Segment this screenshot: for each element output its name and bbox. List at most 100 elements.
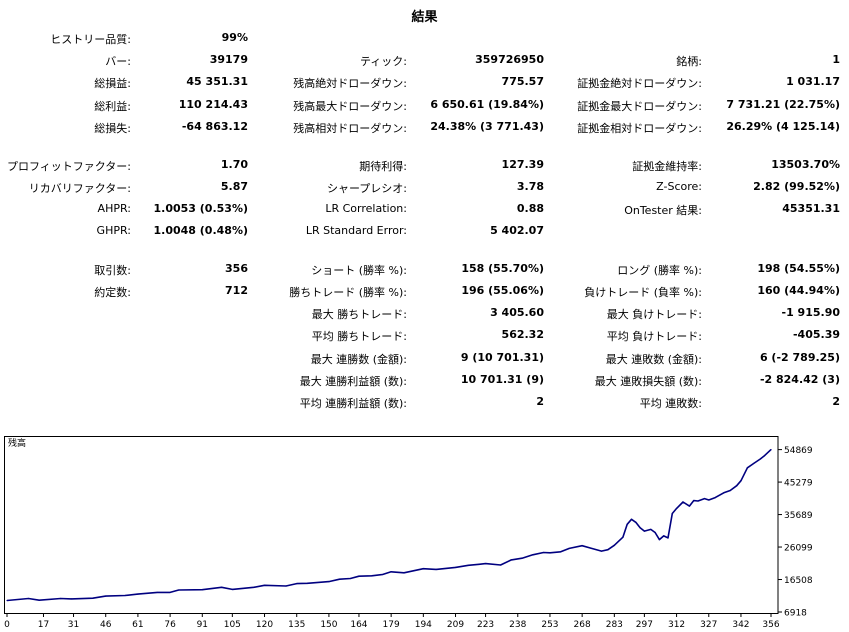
stat-value-total-trades: 356 xyxy=(225,261,248,275)
data-point xyxy=(643,530,645,532)
stat-value-symbols: 1 xyxy=(832,53,840,67)
data-point xyxy=(27,597,30,600)
data-point xyxy=(371,575,373,577)
data-point xyxy=(306,582,309,584)
data-point xyxy=(667,537,669,539)
stat-label-max-consecutive-losses: 最大 連敗数 (金額): xyxy=(605,352,702,366)
stat-value-short-trades: 158 (55.70%) xyxy=(461,261,544,275)
stat-value-profit-factor: 1.70 xyxy=(220,157,248,171)
data-point xyxy=(688,505,691,507)
stat-value-ontester-result: 45351.31 xyxy=(782,201,840,215)
stat-label-total-net-profit: 総損益: xyxy=(94,77,131,91)
data-point xyxy=(560,551,562,553)
data-point xyxy=(60,597,62,600)
stat-value-ticks: 359726950 xyxy=(475,53,544,67)
data-point xyxy=(723,492,725,494)
stat-value-max-consecutive-profit: 10 701.31 (9) xyxy=(460,372,544,386)
data-point xyxy=(339,578,341,580)
stat-label-symbols: 銘柄: xyxy=(676,55,702,69)
stat-label-ahpr: AHPR: xyxy=(97,201,131,215)
data-point xyxy=(105,595,107,597)
stat-value-balance-dd-relative: 24.38% (3 771.43) xyxy=(430,119,544,133)
stat-label-max-consecutive-profit: 最大 連勝利益額 (数): xyxy=(299,374,407,388)
data-point xyxy=(296,583,298,585)
y-tick-label: 16508 xyxy=(784,576,813,586)
stat-value-balance-dd-max: 6 650.61 (19.84%) xyxy=(430,97,544,111)
data-point xyxy=(663,535,665,537)
data-point xyxy=(92,597,94,599)
data-point xyxy=(622,536,624,538)
stat-label-equity-dd-max: 証拠金最大ドローダウン: xyxy=(577,99,702,113)
data-point xyxy=(124,594,126,597)
data-point xyxy=(746,467,748,469)
stat-label-bars: バー: xyxy=(105,55,131,69)
stat-value-total-deals: 712 xyxy=(225,284,248,298)
stat-value-average-consecutive-losses: 2 xyxy=(832,395,840,409)
x-tick-label: 91 xyxy=(197,620,208,628)
stat-label-ontester-result: OnTester 結果: xyxy=(624,203,702,217)
stat-value-equity-dd-max: 7 731.21 (22.75%) xyxy=(726,97,840,111)
stat-label-balance-dd-absolute: 残高絶対ドローダウン: xyxy=(293,77,407,91)
data-point xyxy=(675,507,678,510)
data-point xyxy=(221,586,223,588)
x-tick-label: 164 xyxy=(350,620,367,628)
data-point xyxy=(201,589,203,591)
data-point xyxy=(590,547,592,549)
y-tick-label: 26099 xyxy=(784,544,813,554)
stat-label-max-consecutive-wins: 最大 連勝数 (金額): xyxy=(310,352,407,366)
stat-value-average-consecutive-wins: 2 xyxy=(536,395,544,409)
stat-label-total-deals: 約定数: xyxy=(94,286,131,300)
stat-value-loss-trades: 160 (44.94%) xyxy=(757,284,840,298)
stat-value-largest-profit-trade: 3 405.60 xyxy=(490,306,544,320)
data-point xyxy=(38,599,40,601)
x-tick-label: 31 xyxy=(68,620,79,628)
x-tick-label: 327 xyxy=(700,620,717,628)
data-point xyxy=(231,588,233,590)
stat-value-margin-level: 13503.70% xyxy=(771,157,840,171)
x-tick-label: 283 xyxy=(606,620,623,628)
stat-label-lr-correlation: LR Correlation: xyxy=(325,201,407,215)
stat-value-average-profit-trade: 562.32 xyxy=(501,328,544,342)
data-point xyxy=(714,496,716,499)
data-point xyxy=(422,568,424,570)
stat-label-lr-standard-error: LR Standard Error: xyxy=(305,224,407,238)
data-point xyxy=(435,568,437,570)
data-point xyxy=(682,501,684,503)
data-point xyxy=(763,454,766,457)
stat-label-largest-profit-trade: 最大 勝ちトレード: xyxy=(311,308,407,322)
data-point xyxy=(708,499,710,501)
stat-label-balance-dd-relative: 残高相対ドローダウン: xyxy=(293,121,407,135)
data-point xyxy=(137,593,139,595)
data-point xyxy=(635,521,637,523)
data-point xyxy=(403,572,405,574)
data-point xyxy=(532,554,534,556)
balance-chart: 残高 0 17 31 46 61 76 91 105 120 135 150 164 179 194 209 2… xyxy=(4,436,845,630)
stat-label-balance-dd-max: 残高最大ドローダウン: xyxy=(293,99,407,113)
x-tick-label: 356 xyxy=(762,620,779,628)
stat-value-gross-loss: -64 863.12 xyxy=(181,119,248,133)
data-point xyxy=(542,551,545,554)
data-point xyxy=(600,550,603,552)
data-point xyxy=(70,598,72,600)
data-point xyxy=(697,500,699,502)
stat-label-average-profit-trade: 平均 勝ちトレード: xyxy=(311,330,407,344)
stat-label-largest-loss-trade: 最大 負けトレード: xyxy=(606,308,702,322)
y-tick-label: 45279 xyxy=(784,479,813,489)
balance-chart-svg: 残高 0 17 31 46 61 76 91 105 120 135 150 164 179 194 209 2… xyxy=(4,436,813,630)
x-tick-label: 46 xyxy=(100,620,112,628)
x-tick-label: 253 xyxy=(541,620,558,628)
data-point xyxy=(639,527,641,529)
stat-value-max-consecutive-wins: 9 (10 701.31) xyxy=(460,350,544,364)
data-point xyxy=(263,584,266,586)
data-point xyxy=(156,591,158,594)
data-point xyxy=(729,489,731,492)
stat-label-short-trades: ショート (勝率 %): xyxy=(311,263,407,277)
stat-label-max-consecutive-loss: 最大 連敗損失額 (数): xyxy=(594,374,702,388)
stat-value-equity-dd-absolute: 1 031.17 xyxy=(786,75,840,89)
x-tick-label: 312 xyxy=(668,620,685,628)
data-point xyxy=(581,545,583,547)
data-point xyxy=(478,563,480,565)
data-point xyxy=(390,571,392,573)
chart-title: 残高 xyxy=(8,437,26,449)
x-tick-label: 0 xyxy=(4,620,10,628)
